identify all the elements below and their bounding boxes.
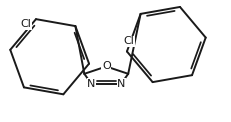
Text: Cl: Cl [124, 36, 134, 46]
Text: N: N [87, 79, 95, 89]
Text: O: O [102, 61, 111, 71]
Text: N: N [117, 79, 125, 89]
Text: Cl: Cl [21, 19, 31, 29]
